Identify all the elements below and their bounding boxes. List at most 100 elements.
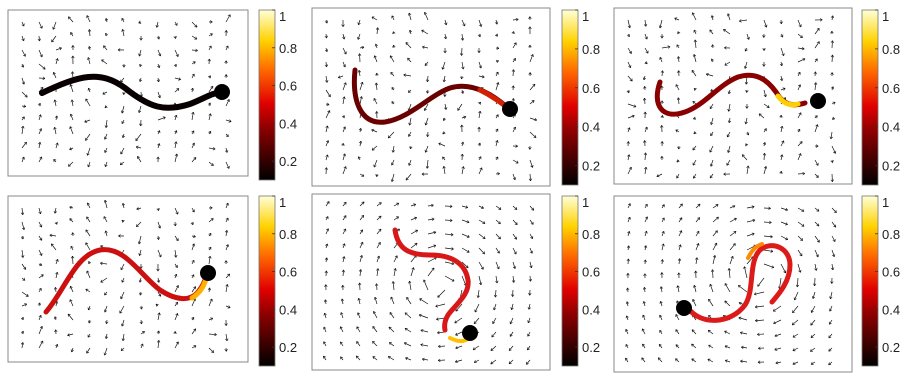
field-arrow-head: [675, 329, 679, 333]
field-arrow-head: [325, 216, 329, 220]
field-arrow-head: [829, 136, 833, 140]
field-arrow-head: [726, 13, 731, 17]
field-arrow: [325, 75, 328, 83]
field-arrow-head: [361, 201, 365, 205]
field-arrow: [712, 216, 719, 223]
field-arrow: [393, 268, 396, 277]
field-arrow-head: [495, 280, 499, 284]
field-arrow: [797, 58, 806, 63]
field-arrow: [739, 19, 748, 22]
field-arrow-head: [527, 320, 531, 324]
field-arrow-head: [225, 134, 229, 138]
field-arrow-head: [642, 287, 647, 290]
field-arrow-head: [227, 14, 231, 18]
field-arrow-head: [627, 216, 631, 220]
field-arrow: [444, 261, 455, 265]
field-arrow-head: [802, 58, 806, 62]
field-arrow: [225, 230, 228, 237]
field-arrow: [625, 344, 629, 349]
field-arrow-head: [816, 208, 820, 212]
field-arrow: [21, 342, 24, 349]
field-arrow-head: [762, 35, 766, 38]
field-arrow-head: [39, 237, 43, 241]
field-arrow-head: [627, 34, 630, 38]
field-arrow-head: [357, 70, 361, 73]
field-arrow: [625, 357, 629, 363]
field-arrow: [678, 230, 682, 237]
field-arrow-head: [712, 255, 717, 258]
field-arrow-head: [723, 29, 727, 32]
field-arrow: [342, 228, 347, 235]
field-arrow-head: [176, 88, 180, 92]
field-arrow-head: [418, 313, 422, 317]
field-arrow-head: [758, 113, 762, 117]
field-arrow-head: [629, 78, 633, 82]
field-arrow: [121, 277, 125, 283]
field-arrow: [755, 305, 765, 308]
field-arrow-head: [174, 141, 178, 145]
field-arrow: [356, 326, 361, 333]
field-arrow: [70, 286, 74, 293]
colorbar-tick-label: 0.8: [279, 41, 297, 56]
field-arrow-head: [101, 59, 105, 63]
field-arrow-head: [224, 230, 229, 233]
field-arrow-head: [377, 242, 381, 245]
field-arrow: [478, 261, 484, 270]
field-arrow-head: [102, 91, 106, 95]
field-arrow-head: [757, 360, 761, 364]
field-arrow-head: [659, 329, 663, 333]
field-arrow-head: [324, 35, 328, 39]
field-arrow-head: [497, 236, 501, 240]
colorbar-tick-label: 1: [279, 195, 286, 210]
field-arrow: [727, 145, 731, 153]
field-arrow-head: [451, 278, 455, 282]
field-arrow-head: [207, 102, 212, 106]
field-arrow: [191, 61, 196, 65]
field-arrow-head: [693, 175, 696, 179]
field-arrow: [55, 301, 58, 307]
field-arrow-head: [20, 212, 25, 216]
field-arrow: [791, 319, 799, 326]
field-arrow: [390, 72, 395, 77]
field-arrow: [157, 340, 160, 349]
field-arrow-head: [357, 53, 362, 56]
field-arrow: [478, 75, 485, 78]
field-arrow: [529, 159, 533, 168]
field-arrow: [712, 242, 717, 251]
field-arrow-head: [626, 258, 630, 262]
field-arrow: [644, 167, 647, 175]
field-arrow: [780, 235, 788, 240]
field-arrow: [675, 314, 680, 321]
field-arrow: [342, 96, 345, 105]
field-arrow: [495, 71, 499, 77]
field-arrow: [729, 217, 737, 223]
field-arrow: [831, 101, 836, 105]
field-arrow: [409, 29, 412, 35]
field-arrow-head: [816, 28, 820, 31]
field-arrow-head: [71, 45, 75, 48]
field-arrow-head: [707, 329, 711, 333]
field-arrow-head: [437, 330, 440, 335]
field-arrow: [758, 113, 765, 119]
field-arrow-head: [52, 26, 56, 30]
field-arrow-head: [342, 64, 346, 68]
field-arrow-head: [460, 153, 464, 157]
field-arrow-head: [514, 207, 518, 210]
field-arrow-head: [39, 262, 43, 266]
field-arrow: [527, 345, 531, 351]
field-arrow: [512, 233, 517, 240]
field-arrow-head: [785, 222, 788, 226]
field-arrow-head: [135, 138, 139, 141]
field-arrow: [814, 82, 817, 91]
field-arrow-head: [708, 344, 712, 348]
field-arrow-head: [477, 142, 481, 146]
field-arrow: [779, 277, 782, 289]
field-arrow: [529, 131, 537, 138]
field-arrow-head: [780, 154, 784, 158]
field-arrow-head: [676, 97, 681, 101]
field-arrow-head: [793, 297, 797, 301]
field-arrow: [104, 305, 108, 313]
field-arrow-head: [709, 149, 713, 153]
field-arrow: [420, 344, 429, 347]
panel-1-trajectory: [39, 73, 225, 111]
